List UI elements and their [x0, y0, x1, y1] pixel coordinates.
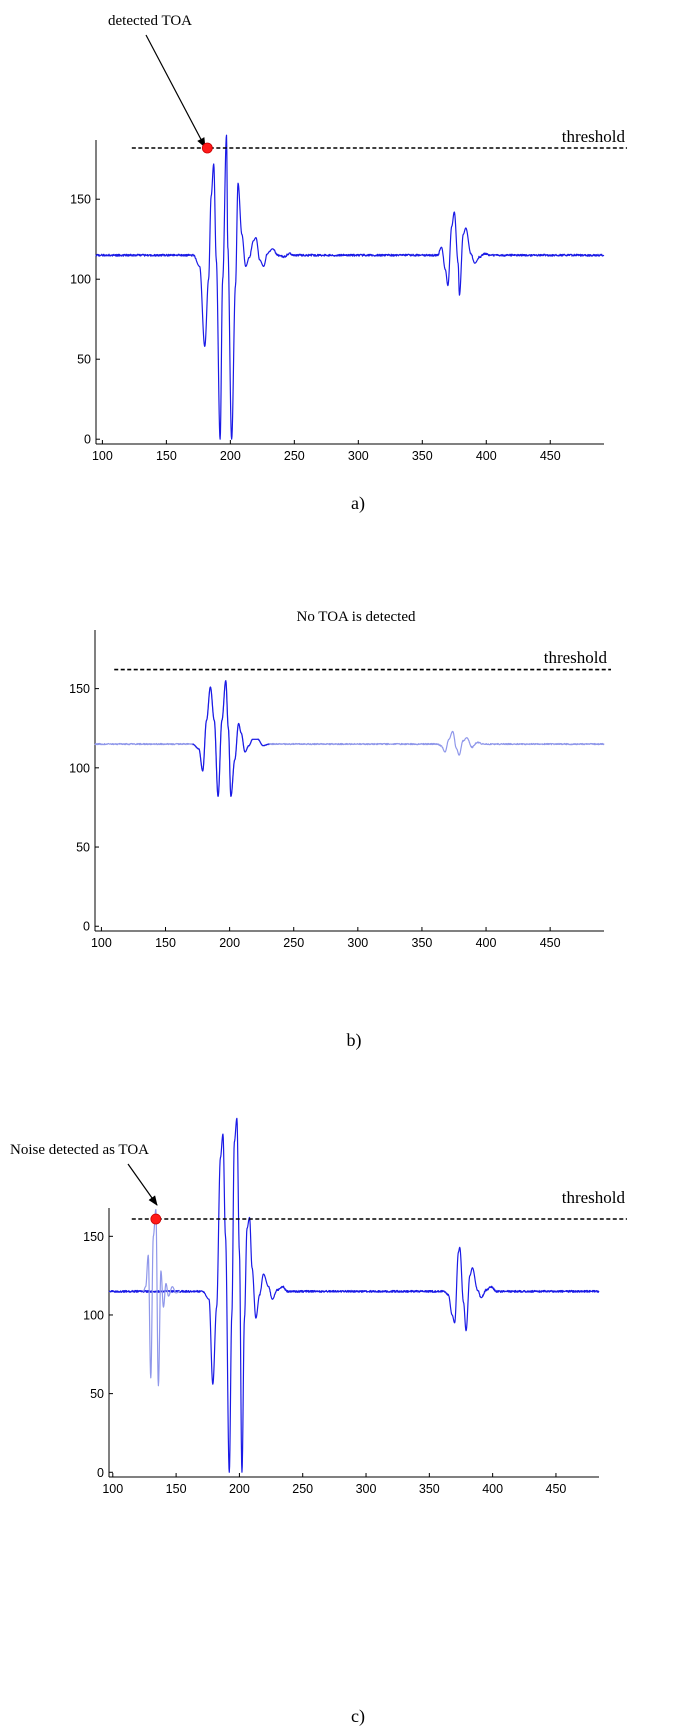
x-tick-label: 150	[166, 1482, 187, 1496]
plot-area: 100 150 200 250 300 350 400 450 0 50 100 150	[70, 34, 627, 463]
series-line	[142, 1208, 181, 1387]
panel-caption: a)	[351, 493, 365, 514]
chart-title: No TOA is detected	[296, 609, 416, 625]
y-tick-label: 50	[90, 1387, 104, 1401]
chart-panel-c: Noise detected as TOA threshold c) 100 15…	[10, 1117, 627, 1727]
x-tick-label: 100	[91, 936, 112, 950]
y-tick-label: 0	[84, 433, 91, 447]
x-tick-label: 100	[92, 449, 113, 463]
detected-point-marker	[150, 1213, 162, 1225]
x-tick-label: 400	[476, 936, 497, 950]
chart-panel-a: detected TOA threshold a) 100 150 200 250 30…	[70, 13, 627, 514]
x-tick-label: 400	[476, 449, 497, 463]
threshold-label: threshold	[562, 127, 626, 146]
x-tick-label: 450	[546, 1482, 567, 1496]
panel-caption: b)	[347, 1030, 362, 1051]
annotation-arrow	[127, 1163, 158, 1206]
y-tick-label: 100	[70, 273, 91, 287]
series-line	[192, 680, 270, 797]
detected-point-marker	[201, 142, 213, 154]
x-tick-label: 400	[482, 1482, 503, 1496]
x-tick-label: 150	[156, 449, 177, 463]
y-tick-label: 50	[76, 841, 90, 855]
x-tick-label: 200	[229, 1482, 250, 1496]
y-tick-label: 100	[69, 761, 90, 775]
x-tick-label: 150	[155, 936, 176, 950]
y-tick-label: 150	[83, 1230, 104, 1244]
plot-area: 100 150 200 250 300 350 400 450 0 50 100 150	[69, 630, 611, 950]
y-tick-label: 50	[77, 353, 91, 367]
x-tick-label: 350	[412, 936, 433, 950]
chart-panel-b: No TOA is detected threshold b) 100 150 20…	[69, 609, 611, 1051]
x-tick-label: 450	[540, 449, 561, 463]
y-tick-label: 100	[83, 1308, 104, 1322]
x-tick-label: 250	[283, 936, 304, 950]
x-tick-label: 200	[219, 936, 240, 950]
x-tick-label: 450	[540, 936, 561, 950]
series-line	[94, 680, 605, 797]
annotation-arrow	[145, 34, 206, 148]
x-tick-label: 250	[284, 449, 305, 463]
threshold-label: threshold	[544, 648, 608, 667]
series-line	[95, 134, 605, 440]
x-tick-label: 350	[419, 1482, 440, 1496]
y-tick-label: 150	[69, 682, 90, 696]
x-tick-label: 300	[347, 936, 368, 950]
y-tick-label: 0	[97, 1466, 104, 1480]
x-tick-label: 200	[220, 449, 241, 463]
x-tick-label: 300	[348, 449, 369, 463]
threshold-label: threshold	[562, 1188, 626, 1207]
plot-area: 100 150 200 250 300 350 400 450 0 50 100 150	[83, 1117, 627, 1496]
annotation-label: detected TOA	[108, 13, 192, 29]
x-tick-label: 350	[412, 449, 433, 463]
annotation-label: Noise detected as TOA	[10, 1142, 149, 1158]
y-tick-label: 150	[70, 193, 91, 207]
x-tick-label: 100	[102, 1482, 123, 1496]
x-tick-label: 300	[356, 1482, 377, 1496]
series-line	[108, 1117, 600, 1473]
panel-caption: c)	[351, 1706, 365, 1727]
y-tick-label: 0	[83, 920, 90, 934]
x-tick-label: 250	[292, 1482, 313, 1496]
